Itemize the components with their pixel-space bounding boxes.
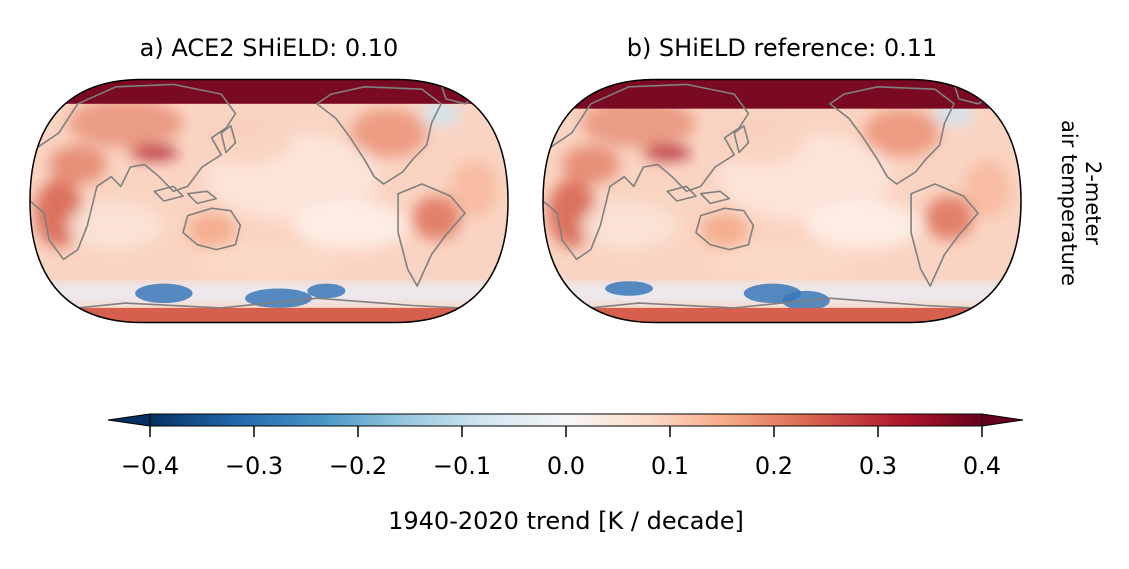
coastline [910, 183, 979, 287]
coastline [695, 207, 755, 251]
trend-region [421, 101, 461, 126]
map-panel-a [29, 78, 509, 324]
trend-region [350, 108, 427, 158]
panel-b-title: b) SHiELD reference: 0.11 [627, 34, 938, 62]
coastline [153, 185, 184, 202]
trend-region [187, 213, 236, 248]
colorbar-gradient [149, 413, 983, 427]
coastline [699, 190, 731, 205]
trend-region [710, 115, 806, 165]
trend-region [925, 196, 974, 240]
colorbar-tick-label: −0.2 [329, 452, 387, 480]
trend-region [450, 159, 499, 219]
coastline [315, 86, 442, 185]
trend-region [581, 98, 696, 148]
coastline [186, 190, 218, 205]
colorbar-tick-label: 0.2 [755, 452, 793, 480]
colorbar-tick-label: 0.1 [651, 452, 689, 480]
row-label-line1: 2-meter [1081, 161, 1105, 245]
trend-region [963, 159, 1012, 219]
trend-region [130, 145, 179, 160]
row-label-line2: air temperature [1057, 120, 1081, 286]
cooling-region [605, 281, 653, 296]
trend-region [412, 196, 461, 240]
coastline [543, 83, 750, 261]
coastline [30, 297, 508, 323]
trend-region [197, 115, 293, 165]
map-panel-b [542, 78, 1022, 324]
trend-region [68, 201, 164, 250]
trend-region [197, 247, 341, 277]
colorbar-tick-label: −0.3 [225, 452, 283, 480]
cooling-region [307, 283, 346, 299]
panel-a-title: a) ACE2 SHiELD: 0.10 [140, 34, 399, 62]
colorbar-label: 1940-2020 trend [K / decade] [388, 507, 744, 535]
arctic-warming-band [30, 79, 508, 104]
coastline [397, 183, 466, 287]
trend-region [643, 145, 692, 160]
cooling-region [135, 283, 193, 304]
colorbar-tick-label: −0.4 [121, 452, 179, 480]
colorbar-extend-low [107, 413, 151, 427]
antarctic-band [30, 307, 508, 323]
map-b-outline [542, 78, 1022, 324]
trend-region [710, 247, 854, 277]
trend-region [562, 145, 620, 184]
trend-region [805, 201, 921, 250]
coastline [543, 297, 1021, 323]
colorbar-tick-label: 0.3 [859, 452, 897, 480]
colorbar-extend-high [981, 413, 1024, 427]
coastline [30, 83, 237, 261]
coastline [220, 124, 237, 154]
row-label: 2-meter air temperature [1057, 120, 1105, 286]
coastline [666, 185, 697, 202]
coastline [733, 124, 750, 154]
trend-region [292, 201, 408, 250]
colorbar-tick-label: 0.0 [547, 452, 585, 480]
trend-region [68, 98, 183, 148]
colorbar: −0.4 −0.3 −0.2 −0.1 0.0 0.1 0.2 0.3 0.4 1940-202… [107, 413, 1024, 535]
colorbar-tick-label: −0.1 [433, 452, 491, 480]
coastline [828, 86, 955, 185]
coastline [182, 207, 242, 251]
antarctic-band [543, 307, 1021, 323]
colorbar-tick-label: 0.4 [963, 452, 1001, 480]
trend-region [49, 145, 107, 184]
trend-region [700, 213, 749, 248]
trend-region [581, 201, 677, 250]
trend-region [863, 108, 940, 158]
map-a-outline [29, 78, 509, 324]
